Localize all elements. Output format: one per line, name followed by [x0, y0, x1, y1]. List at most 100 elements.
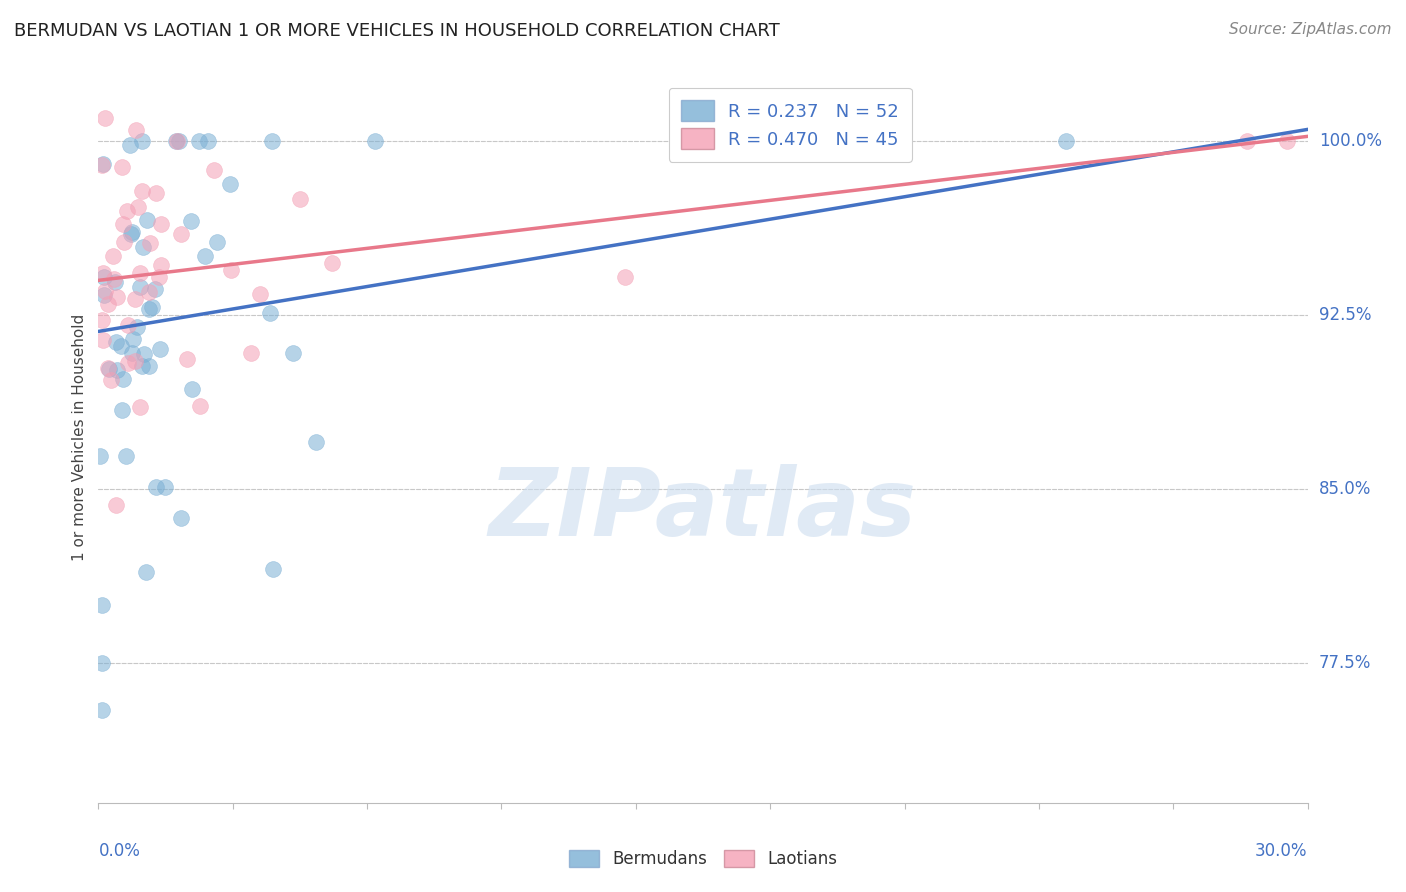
Point: [104, 335, 127, 350]
Point: [114, 449, 136, 463]
Point: [188, 134, 211, 148]
Point: [91, 313, 114, 327]
Point: [305, 434, 328, 449]
Text: Source: ZipAtlas.com: Source: ZipAtlas.com: [1229, 22, 1392, 37]
Point: [145, 186, 167, 200]
Point: [103, 271, 125, 285]
Point: [166, 134, 188, 148]
Point: [112, 217, 135, 231]
Point: [89, 449, 111, 463]
Point: [125, 319, 148, 334]
Point: [205, 235, 228, 249]
Point: [127, 200, 149, 214]
Point: [149, 342, 172, 356]
Text: 30.0%: 30.0%: [1256, 842, 1308, 860]
Point: [134, 566, 156, 580]
Point: [197, 134, 219, 148]
Point: [117, 356, 139, 370]
Point: [288, 192, 311, 206]
Point: [94, 284, 117, 298]
Y-axis label: 1 or more Vehicles in Household: 1 or more Vehicles in Household: [72, 313, 87, 561]
Point: [1236, 134, 1258, 148]
Point: [170, 227, 193, 241]
Point: [145, 480, 167, 494]
Text: 0.0%: 0.0%: [98, 842, 141, 860]
Point: [219, 262, 242, 277]
Point: [100, 373, 122, 387]
Point: [281, 345, 304, 359]
Point: [104, 275, 127, 289]
Point: [202, 162, 225, 177]
Point: [101, 249, 124, 263]
Point: [139, 236, 162, 251]
Text: 92.5%: 92.5%: [1319, 306, 1371, 324]
Point: [364, 134, 387, 148]
Point: [141, 300, 163, 314]
Text: BERMUDAN VS LAOTIAN 1 OR MORE VEHICLES IN HOUSEHOLD CORRELATION CHART: BERMUDAN VS LAOTIAN 1 OR MORE VEHICLES I…: [14, 22, 780, 40]
Point: [105, 498, 128, 512]
Point: [170, 511, 193, 525]
Point: [165, 134, 187, 148]
Point: [149, 259, 172, 273]
Point: [321, 255, 343, 269]
Point: [149, 217, 172, 231]
Point: [259, 306, 281, 320]
Point: [97, 361, 120, 376]
Point: [129, 266, 152, 280]
Point: [167, 134, 190, 148]
Point: [121, 225, 143, 239]
Legend: Bermudans, Laotians: Bermudans, Laotians: [562, 843, 844, 875]
Point: [190, 399, 212, 413]
Point: [143, 282, 166, 296]
Text: 100.0%: 100.0%: [1319, 132, 1382, 150]
Point: [124, 354, 146, 368]
Point: [122, 332, 145, 346]
Point: [153, 480, 176, 494]
Point: [91, 657, 114, 671]
Point: [239, 346, 262, 360]
Point: [131, 359, 153, 373]
Point: [93, 269, 115, 284]
Point: [180, 214, 202, 228]
Text: 85.0%: 85.0%: [1319, 480, 1371, 499]
Text: ZIPatlas: ZIPatlas: [489, 464, 917, 557]
Point: [117, 318, 139, 332]
Point: [131, 134, 153, 148]
Point: [194, 249, 217, 263]
Point: [115, 203, 138, 218]
Point: [138, 359, 160, 374]
Point: [132, 240, 155, 254]
Point: [93, 288, 115, 302]
Point: [124, 292, 146, 306]
Point: [91, 266, 114, 280]
Point: [118, 137, 141, 152]
Point: [138, 285, 160, 300]
Point: [94, 111, 117, 125]
Point: [129, 279, 152, 293]
Point: [110, 161, 132, 175]
Point: [249, 287, 271, 301]
Point: [107, 290, 129, 304]
Point: [107, 363, 129, 377]
Point: [91, 703, 114, 717]
Point: [93, 157, 115, 171]
Point: [90, 158, 112, 172]
Point: [111, 403, 134, 417]
Point: [121, 227, 143, 242]
Point: [138, 301, 160, 316]
Point: [219, 178, 242, 192]
Point: [121, 345, 143, 359]
Point: [180, 382, 202, 396]
Text: 77.5%: 77.5%: [1319, 655, 1371, 673]
Point: [148, 270, 170, 285]
Point: [131, 184, 153, 198]
Legend: R = 0.237   N = 52, R = 0.470   N = 45: R = 0.237 N = 52, R = 0.470 N = 45: [669, 87, 911, 162]
Point: [134, 346, 156, 360]
Point: [112, 235, 135, 250]
Point: [91, 599, 114, 613]
Point: [129, 401, 152, 415]
Point: [91, 333, 114, 347]
Point: [136, 213, 159, 227]
Point: [1277, 134, 1299, 148]
Point: [262, 562, 284, 576]
